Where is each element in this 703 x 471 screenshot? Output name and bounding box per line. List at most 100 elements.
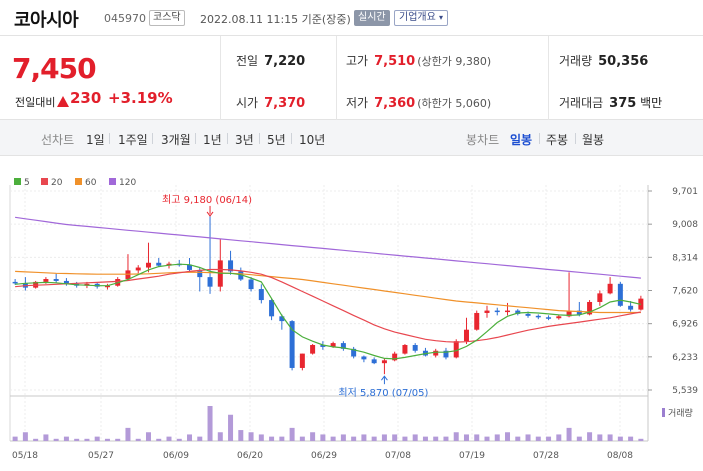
tab-10y[interactable]: 10년 [299,133,326,147]
low-annotation: 최저 5,870 (07/05) [338,387,428,399]
candle-body [269,300,275,317]
candles [12,215,644,375]
ma120-line [15,216,641,279]
annotations: 최고 9,180 (06/14) 최저 5,870 (07/05) [162,194,428,399]
volume-legend-swatch [662,408,665,417]
candle-body [187,264,193,270]
y-tick-label: 6,926 [672,320,698,330]
volume-bar [310,432,316,441]
volume-bar [279,436,285,441]
candle-body [361,356,367,360]
volume-bar [248,432,254,441]
x-tick-label: 06/09 [163,451,189,461]
candle-body [494,310,500,313]
y-axis: 9,701 9,008 8,314 7,620 6,926 6,233 5,539 [648,187,698,396]
moving-averages [15,216,642,360]
volume-bar [628,436,634,441]
divider [548,36,549,120]
volume: 거래량 50,356 [559,52,648,69]
volume-bar [443,436,449,441]
volume-bar [638,438,644,441]
volume-bar [217,432,223,441]
candle-body [556,316,562,319]
candle-body [525,313,531,316]
legend-swatch [109,178,116,185]
market-badge: 코스닥 [149,10,185,26]
volume-bar [587,432,593,441]
high-value: 7,510 [374,54,416,69]
y-tick-label: 7,620 [672,287,698,297]
amount-value: 375 [609,96,637,111]
volume-label: 거래량 [559,54,593,68]
change-label-row: 전일대비 [15,94,70,110]
ma5-line [15,263,642,360]
divider [152,133,153,144]
tab-1y[interactable]: 1년 [203,133,222,147]
candle-body [145,262,151,268]
volume-bar [535,436,541,441]
tab-daily[interactable]: 일봉 [510,133,533,147]
chevron-down-icon: ▾ [439,13,444,22]
volume-bar [74,438,80,441]
tab-5y[interactable]: 5년 [267,133,286,147]
candle-body [484,310,490,313]
x-tick-label: 06/20 [237,451,263,461]
volume-bar [371,436,377,441]
volume-bar [505,432,511,441]
volume-bar [22,432,28,441]
tab-3m[interactable]: 3개월 [161,133,191,147]
candle-body [463,329,469,342]
legend-label: 20 [51,178,63,188]
y-tick-label: 6,233 [672,353,698,363]
chart-legend: 5 20 60 120 [14,178,136,188]
company-info-dropdown[interactable]: 기업개요 ▾ [394,10,449,26]
prev-close-value: 7,220 [264,54,306,69]
divider [220,36,221,120]
volume-bar [422,436,428,441]
volume-bar [94,436,100,441]
tab-monthly[interactable]: 월봉 [582,133,605,147]
amount-label: 거래대금 [559,96,604,110]
candle-body [310,345,316,354]
legend-label: 60 [85,178,97,188]
divider [291,133,292,144]
amount-unit: 백만 [640,96,663,110]
stock-code: 045970 [104,12,146,25]
y-tick-label: 9,008 [672,220,698,230]
open-value: 7,370 [264,96,306,111]
volume-bar [484,436,490,441]
volume-bar [566,427,572,441]
volume-bar [453,432,459,441]
volume-bar [238,430,244,441]
volume-bar [125,427,131,441]
x-axis: 05/18 05/27 06/09 06/20 06/29 07/08 07/19 07/28… [12,451,633,461]
candle-body [515,310,521,314]
divider [227,133,228,144]
volume-bar [525,434,531,441]
volume-bar [381,434,387,441]
volume-bar [515,436,521,441]
volume-label: 거래량 [668,407,693,419]
price-change-pct: +3.19% [108,89,173,107]
tab-3y[interactable]: 3년 [235,133,254,147]
candle-body [43,279,49,282]
tab-weekly[interactable]: 주봉 [546,133,569,147]
divider [539,133,540,144]
open-label: 시가 [236,96,259,110]
realtime-button[interactable]: 실시간 [354,10,390,26]
divider [259,133,260,144]
tab-1w[interactable]: 1주일 [118,133,148,147]
y-tick-label: 8,314 [672,253,698,263]
ma60-line [15,270,641,314]
volume-bar [320,434,326,441]
candle-body [371,359,377,364]
candle-body [392,353,398,361]
candle-body [576,310,582,315]
high-label: 고가 [346,54,369,68]
candle-body [63,280,69,284]
volume-bar [145,432,151,441]
tab-1d[interactable]: 1일 [86,133,105,147]
candle-chart-label: 봉차트 [466,133,500,147]
candle-body [505,310,511,313]
